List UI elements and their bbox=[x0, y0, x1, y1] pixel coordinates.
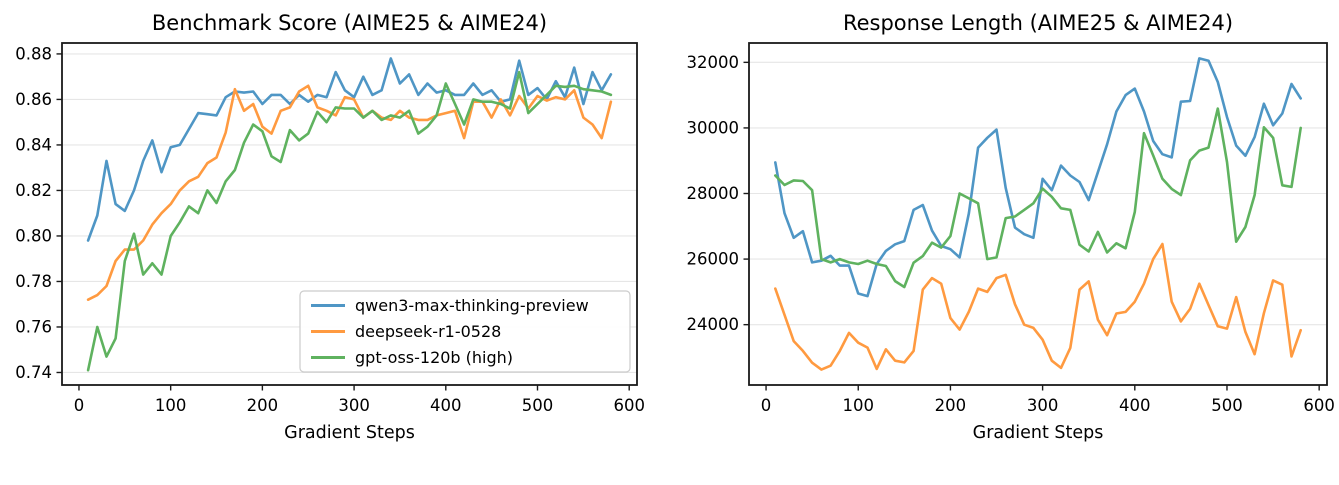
series-line-qwen3-max-thinking-preview bbox=[774, 57, 1303, 298]
response-length-chart: 0 100 200 300 400 500 600 24000 26000 28000 30000 3… bbox=[670, 0, 1339, 485]
series-line-gpt-oss-120b-high bbox=[774, 107, 1303, 289]
x-tick-label: 400 bbox=[430, 396, 462, 415]
legend-label-deepseek-r1-0528: deepseek-r1-0528 bbox=[355, 322, 501, 341]
y-tick-label: 26000 bbox=[687, 250, 740, 269]
x-tick-label: 0 bbox=[761, 396, 772, 415]
y-tick-label: 0.78 bbox=[15, 272, 52, 291]
series-line-deepseek-r1-0528 bbox=[774, 242, 1303, 371]
y-tick-label: 28000 bbox=[687, 184, 740, 203]
benchmark-score-chart: 0 100 200 300 400 500 600 0.74 0.76 0.78 0.80 0.82 0… bbox=[0, 0, 670, 485]
y-tick-label: 0.74 bbox=[15, 363, 52, 382]
legend-label-gpt-oss-120b-high: gpt-oss-120b (high) bbox=[355, 348, 513, 367]
y-tick-label: 0.82 bbox=[15, 181, 52, 200]
x-tick-label: 500 bbox=[1211, 396, 1243, 415]
y-tick-label: 0.76 bbox=[15, 317, 52, 336]
plot-background bbox=[0, 0, 670, 485]
y-tick-label: 0.88 bbox=[15, 44, 52, 63]
x-tick-label: 0 bbox=[74, 396, 85, 415]
series-line-gpt-oss-120b-high bbox=[86, 70, 613, 372]
x-tick-label: 600 bbox=[1303, 396, 1335, 415]
x-tick-label: 500 bbox=[522, 396, 554, 415]
x-axis-label: Gradient Steps bbox=[973, 423, 1104, 443]
x-tick-label: 200 bbox=[247, 396, 279, 415]
legend-label-qwen3-max-thinking-preview: qwen3-max-thinking-preview bbox=[355, 296, 589, 315]
y-tick-label: 32000 bbox=[687, 53, 740, 72]
y-tick-label: 24000 bbox=[687, 315, 740, 334]
plot-border bbox=[61, 42, 638, 386]
series-line-qwen3-max-thinking-preview bbox=[86, 57, 613, 242]
x-tick-label: 300 bbox=[1027, 396, 1059, 415]
y-tick-label: 0.84 bbox=[15, 135, 52, 154]
x-tick-label: 100 bbox=[155, 396, 187, 415]
x-tick-label: 100 bbox=[842, 396, 874, 415]
x-tick-label: 400 bbox=[1119, 396, 1151, 415]
plot-border bbox=[748, 42, 1328, 386]
y-tick-label: 0.86 bbox=[15, 90, 52, 109]
x-axis-label: Gradient Steps bbox=[284, 423, 415, 443]
plot-background bbox=[670, 0, 1339, 485]
legend-box bbox=[299, 290, 631, 373]
y-tick-label: 30000 bbox=[687, 118, 740, 137]
legend: qwen3-max-thinking-preview deepseek-r1-05… bbox=[299, 290, 631, 373]
series-line-deepseek-r1-0528 bbox=[86, 84, 613, 302]
x-tick-label: 200 bbox=[935, 396, 967, 415]
chart-title: Benchmark Score (AIME25 & AIME24) bbox=[152, 11, 547, 35]
x-tick-label: 300 bbox=[338, 396, 370, 415]
x-tick-label: 600 bbox=[613, 396, 645, 415]
y-tick-label: 0.80 bbox=[15, 226, 52, 245]
chart-title: Response Length (AIME25 & AIME24) bbox=[843, 11, 1233, 35]
